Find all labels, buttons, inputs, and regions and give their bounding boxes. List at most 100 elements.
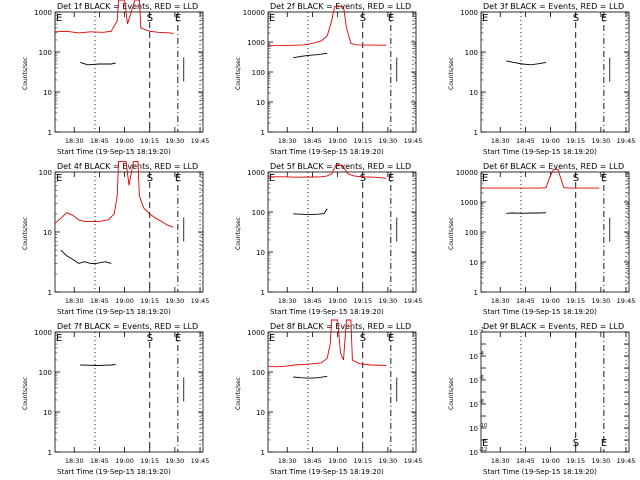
x-tick-label: 19:15 bbox=[140, 297, 159, 305]
x-tick-label: 19:00 bbox=[328, 457, 347, 465]
x-tick-label: 19:45 bbox=[191, 457, 210, 465]
y-tick-label: 1 bbox=[48, 449, 52, 457]
marker-e-start: E bbox=[269, 173, 275, 184]
detector-panel-5: Det 5f BLACK = Events, RED = LLD Counts/s… bbox=[235, 162, 422, 316]
marker-e-end: E bbox=[388, 333, 394, 344]
panel-title: Det 9f BLACK = Events, RED = LLD bbox=[483, 322, 624, 331]
x-tick-label: 19:15 bbox=[140, 457, 159, 465]
y-tick-label: 1 bbox=[261, 289, 265, 297]
y-tick-label: 1000 bbox=[460, 9, 478, 17]
x-tick-label: 18:30 bbox=[65, 137, 84, 145]
x-axis-label: Start Time (19-Sep-15 18:19:20) bbox=[270, 308, 384, 316]
detector-panel-8: Det 8f BLACK = Events, RED = LLD Counts/s… bbox=[235, 319, 423, 476]
x-tick-label: 19:30 bbox=[166, 137, 185, 145]
y-axis-label: Counts/sec bbox=[448, 217, 455, 250]
y-tick-label: 1 bbox=[48, 129, 52, 137]
marker-e-end: E bbox=[175, 333, 181, 344]
marker-s: S bbox=[360, 333, 366, 344]
marker-s: S bbox=[360, 13, 366, 24]
x-tick-label: 19:00 bbox=[328, 137, 347, 145]
events-series-line bbox=[506, 212, 547, 214]
plot-frame bbox=[54, 171, 204, 293]
x-tick-label: 19:45 bbox=[404, 297, 423, 305]
y-axis-label: Counts/sec bbox=[235, 377, 242, 410]
lld-series-line bbox=[54, 160, 174, 228]
marker-s: S bbox=[147, 173, 153, 184]
x-tick-label: 18:45 bbox=[90, 137, 109, 145]
panel-title: Det 3f BLACK = Events, RED = LLD bbox=[483, 2, 624, 11]
y-tick-label: 1 bbox=[261, 129, 265, 137]
y-tick-label: 10 bbox=[469, 425, 478, 433]
panel-title: Det 6f BLACK = Events, RED = LLD bbox=[483, 162, 624, 171]
x-tick-label: 18:45 bbox=[303, 137, 322, 145]
x-tick-label: 19:00 bbox=[328, 297, 347, 305]
marker-e-end: E bbox=[601, 13, 607, 24]
y-tick-label: 10 bbox=[469, 329, 478, 337]
x-tick-label: 19:30 bbox=[592, 457, 611, 465]
x-axis-label: Start Time (19-Sep-15 18:19:20) bbox=[57, 148, 171, 156]
x-tick-label: 19:30 bbox=[379, 297, 398, 305]
x-tick-label: 18:45 bbox=[516, 297, 535, 305]
marker-s: S bbox=[573, 438, 579, 449]
y-tick-label: 10 bbox=[469, 377, 478, 385]
y-tick-label: 1 bbox=[474, 289, 478, 297]
x-tick-label: 18:30 bbox=[65, 457, 84, 465]
marker-e-end: E bbox=[601, 438, 607, 449]
y-tick-label: 100 bbox=[39, 169, 52, 177]
y-tick-exponent: -2 bbox=[479, 327, 484, 333]
y-axis-label: Counts/sec bbox=[235, 217, 242, 250]
detector-panel-9: Det 9f BLACK = Events, RED = LLD Counts/s… bbox=[448, 322, 635, 476]
plot-frame bbox=[54, 11, 204, 133]
y-tick-label: 10 bbox=[469, 449, 478, 457]
y-tick-label: 10000 bbox=[456, 169, 478, 177]
y-tick-label: 10 bbox=[256, 99, 265, 107]
x-axis-label: Start Time (19-Sep-15 18:19:20) bbox=[270, 148, 384, 156]
y-tick-label: 1000 bbox=[34, 9, 52, 17]
x-tick-label: 19:00 bbox=[541, 297, 560, 305]
x-tick-label: 19:00 bbox=[115, 297, 134, 305]
y-tick-label: 1000 bbox=[34, 329, 52, 337]
x-tick-label: 18:30 bbox=[278, 457, 297, 465]
y-tick-exponent: -8 bbox=[479, 399, 484, 405]
x-tick-label: 18:45 bbox=[516, 137, 535, 145]
x-tick-label: 18:30 bbox=[278, 297, 297, 305]
events-series-line bbox=[60, 249, 112, 264]
y-axis-label: Counts/sec bbox=[448, 377, 455, 410]
y-tick-exponent: -4 bbox=[479, 351, 484, 357]
x-tick-label: 19:00 bbox=[115, 457, 134, 465]
events-series-line bbox=[293, 52, 328, 59]
y-tick-label: 100 bbox=[252, 369, 265, 377]
y-tick-label: 10 bbox=[469, 89, 478, 97]
y-axis-label: Counts/sec bbox=[22, 217, 29, 250]
marker-e-start: E bbox=[56, 13, 62, 24]
y-tick-label: 1 bbox=[48, 289, 52, 297]
marker-e-start: E bbox=[269, 333, 275, 344]
panel-title: Det 7f BLACK = Events, RED = LLD bbox=[57, 322, 198, 331]
y-tick-label: 1 bbox=[474, 129, 478, 137]
y-axis-label: Counts/sec bbox=[22, 57, 29, 90]
marker-e-start: E bbox=[482, 13, 488, 24]
x-tick-label: 19:15 bbox=[353, 297, 372, 305]
x-tick-label: 19:45 bbox=[617, 457, 636, 465]
detector-panel-4: Det 4f BLACK = Events, RED = LLD Counts/s… bbox=[22, 160, 209, 316]
plot-frame bbox=[480, 171, 630, 293]
detector-panel-6: Det 6f BLACK = Events, RED = LLD Counts/s… bbox=[448, 162, 635, 316]
x-tick-label: 18:30 bbox=[491, 297, 510, 305]
x-tick-label: 18:30 bbox=[278, 137, 297, 145]
x-tick-label: 19:00 bbox=[115, 137, 134, 145]
x-tick-label: 19:30 bbox=[166, 457, 185, 465]
x-tick-label: 19:15 bbox=[566, 297, 585, 305]
panel-title: Det 8f BLACK = Events, RED = LLD bbox=[270, 322, 411, 331]
x-tick-label: 19:45 bbox=[617, 137, 636, 145]
y-tick-label: 10000 bbox=[243, 9, 265, 17]
events-series-line bbox=[80, 61, 116, 66]
x-tick-label: 19:30 bbox=[592, 137, 611, 145]
marker-s: S bbox=[573, 173, 579, 184]
x-tick-label: 19:45 bbox=[404, 457, 423, 465]
panel-title: Det 1f BLACK = Events, RED = LLD bbox=[57, 2, 198, 11]
x-axis-label: Start Time (19-Sep-15 18:19:20) bbox=[57, 308, 171, 316]
plot-frame bbox=[267, 171, 417, 293]
marker-e-end: E bbox=[175, 173, 181, 184]
marker-e-end: E bbox=[601, 173, 607, 184]
y-tick-exponent: -10 bbox=[479, 423, 487, 429]
